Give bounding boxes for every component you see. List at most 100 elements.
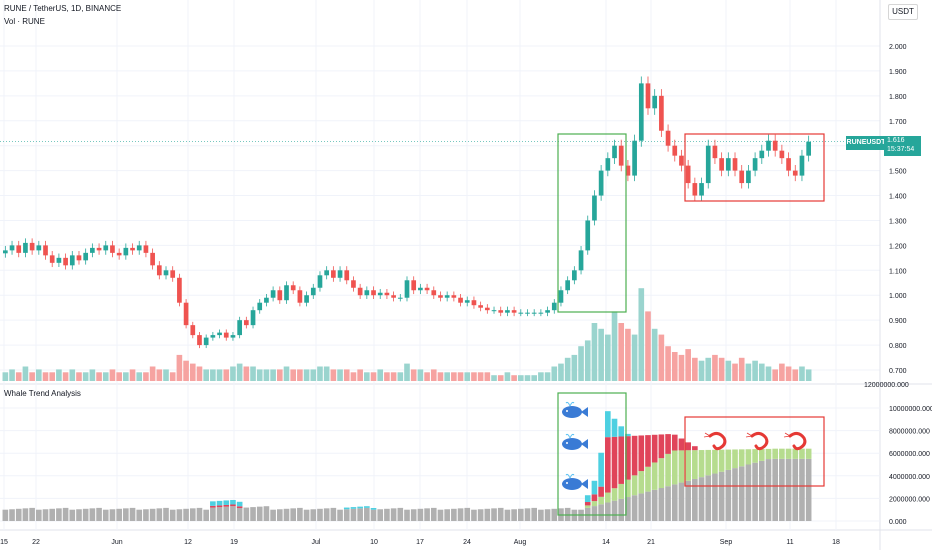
- indicator-bar: [671, 434, 678, 451]
- volume-bar: [317, 366, 323, 381]
- candle-body: [464, 300, 470, 303]
- volume-bar: [785, 366, 792, 381]
- indicator-bar: [69, 509, 76, 521]
- indicator-bar: [256, 506, 263, 521]
- volume-bar: [109, 369, 116, 381]
- shrimp-icon: [708, 431, 727, 451]
- volume-bar: [36, 369, 42, 381]
- indicator-bar: [136, 509, 143, 521]
- indicator-label: Whale Trend Analysis: [4, 389, 81, 398]
- candle-body: [551, 302, 557, 311]
- volume-bar: [250, 366, 256, 381]
- candle-body: [518, 312, 524, 314]
- indicator-bar: [216, 505, 223, 508]
- volume-bar: [551, 366, 558, 381]
- volume-bar: [129, 369, 136, 381]
- last-price-tag: 1.616 15:37:54: [884, 136, 921, 156]
- candle-body: [29, 242, 35, 251]
- indicator-bar: [163, 507, 169, 521]
- indicator-bar: [685, 480, 691, 521]
- y-tick-label: 0.700: [889, 368, 907, 375]
- candle-body: [364, 290, 370, 296]
- indicator-bar: [605, 411, 611, 438]
- indicator-bar: [89, 508, 96, 521]
- volume-bar: [524, 375, 531, 381]
- candle-body: [411, 280, 417, 291]
- x-tick-label: Aug: [514, 539, 527, 546]
- indicator-bar: [538, 509, 544, 521]
- indicator-bar: [437, 509, 444, 521]
- volume-bar: [276, 369, 283, 381]
- volume-bar: [69, 369, 76, 381]
- candle-body: [170, 270, 176, 278]
- candle-body: [752, 158, 758, 171]
- volume-bar: [618, 323, 625, 381]
- volume-bar: [517, 375, 524, 381]
- indicator-bar: [350, 508, 357, 521]
- indicator-bar: [638, 435, 645, 472]
- indicator-bar: [732, 468, 738, 521]
- volume-bar: [444, 372, 450, 381]
- chart-title: RUNE / TetherUS, 1D, BINANCE: [4, 4, 122, 13]
- candle-body: [418, 287, 423, 291]
- indicator-bar: [785, 448, 792, 459]
- indicator-bar: [645, 435, 651, 467]
- indicator-bar: [611, 500, 618, 521]
- volume-bar: [116, 372, 122, 381]
- indicator-bar: [752, 449, 758, 463]
- volume-bar: [792, 369, 799, 381]
- volume-bar: [531, 375, 538, 381]
- indicator-bar: [591, 506, 598, 521]
- shrimp-icon: [783, 432, 791, 438]
- indicator-bar: [270, 509, 276, 521]
- candle-body: [69, 255, 75, 266]
- indicator-bar: [504, 509, 511, 521]
- candle-body: [284, 285, 289, 301]
- indicator-bar: [457, 508, 464, 521]
- candle-body: [344, 270, 350, 281]
- annotation-box-green: [557, 392, 627, 516]
- currency-button[interactable]: USDT: [888, 4, 918, 20]
- whale-icon: [562, 406, 582, 418]
- volume-bar: [631, 334, 638, 381]
- volume-bar: [558, 363, 564, 381]
- indicator-bar: [250, 507, 256, 521]
- volume-bar: [424, 372, 430, 381]
- candle-body: [36, 245, 42, 251]
- candle-body: [96, 247, 102, 251]
- volume-bar: [584, 340, 591, 381]
- volume-bar: [76, 372, 82, 381]
- indicator-bar: [678, 438, 685, 451]
- volume-bar: [718, 357, 725, 381]
- x-tick-label: 12: [184, 539, 192, 546]
- indicator-bar: [765, 459, 772, 521]
- candle-body: [217, 332, 222, 336]
- y-tick-label: 1.500: [889, 169, 907, 176]
- indicator-bar: [725, 449, 732, 470]
- volume-bar: [42, 372, 49, 381]
- x-tick-label: 19: [230, 539, 238, 546]
- volume-bar: [638, 288, 645, 381]
- candle-body: [83, 252, 89, 261]
- indicator-bar: [625, 433, 631, 437]
- candle-body: [505, 310, 510, 313]
- whale-icon: [565, 401, 575, 407]
- candle-body: [197, 335, 202, 346]
- volume-bar: [310, 369, 317, 381]
- volume-bar: [491, 375, 497, 381]
- indicator-bar: [350, 507, 357, 509]
- candle-body: [484, 307, 490, 311]
- candle-body: [431, 290, 437, 296]
- volume-bar: [471, 372, 477, 381]
- volume-bar: [390, 372, 397, 381]
- volume-bar: [183, 360, 189, 381]
- indicator-bar: [236, 501, 243, 507]
- candle-body: [685, 165, 691, 184]
- candle-body: [545, 310, 550, 313]
- candle-body: [290, 285, 296, 291]
- volume-bar: [377, 369, 384, 381]
- volume-bar: [725, 360, 732, 381]
- candle-body: [612, 145, 617, 159]
- indicator-bar: [223, 504, 230, 507]
- indicator-bar: [752, 462, 758, 521]
